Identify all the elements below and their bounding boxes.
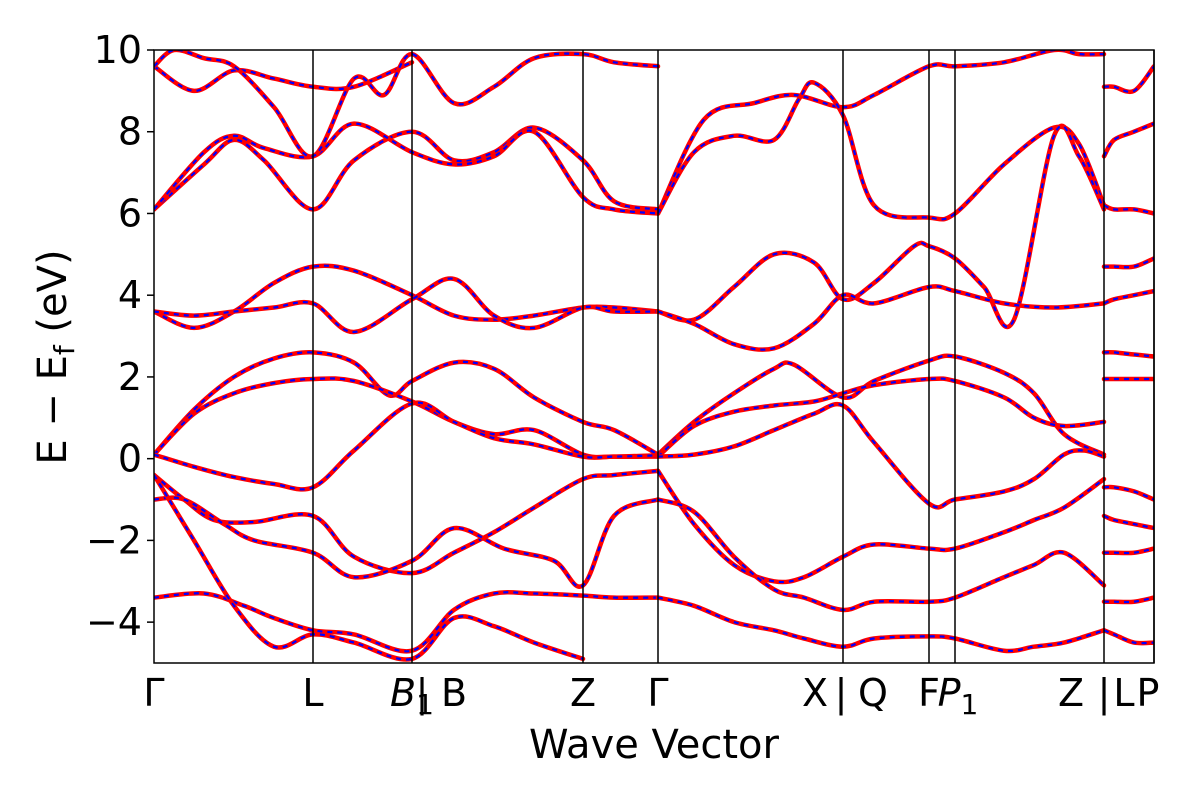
band-35-dashed bbox=[1103, 629, 1154, 645]
x-tick-label: | bbox=[416, 671, 429, 716]
band-17-dashed bbox=[657, 285, 1105, 351]
band-35 bbox=[1101, 628, 1154, 646]
band-18-solid bbox=[655, 353, 1107, 457]
band-28 bbox=[1101, 288, 1154, 306]
band-19 bbox=[655, 376, 1107, 459]
x-tick-label: | bbox=[835, 671, 848, 716]
band-20 bbox=[655, 401, 1107, 510]
band-34 bbox=[1101, 595, 1154, 605]
band-33 bbox=[1101, 546, 1154, 556]
y-axis-label-unit: (eV) bbox=[30, 249, 76, 345]
band-29 bbox=[1101, 350, 1154, 359]
x-axis-label: Wave Vector bbox=[529, 722, 780, 768]
band-24 bbox=[1101, 64, 1154, 95]
band-33-dashed bbox=[1104, 547, 1154, 555]
y-axis-label: E − Ef (eV) bbox=[30, 249, 81, 464]
band-7 bbox=[154, 350, 661, 457]
band-17 bbox=[655, 284, 1107, 352]
y-tick-label: 4 bbox=[118, 273, 142, 317]
band-13-solid bbox=[154, 472, 586, 662]
x-tick-label: L bbox=[1113, 671, 1134, 715]
band-26-dashed bbox=[1103, 204, 1154, 215]
band-14-solid bbox=[655, 50, 1107, 216]
band-29-dashed bbox=[1103, 351, 1154, 358]
band-7-dashed bbox=[154, 351, 659, 456]
y-tick-label: −4 bbox=[86, 600, 142, 644]
band-25-dashed bbox=[1103, 122, 1154, 157]
band-23-dashed bbox=[657, 596, 1105, 653]
band-23 bbox=[655, 595, 1107, 654]
band-31-dashed bbox=[1103, 485, 1154, 501]
x-tick-label: Z bbox=[1058, 671, 1084, 715]
x-tick-label: P bbox=[1137, 671, 1160, 715]
x-axis-ticks: Γ L B1| B Z Γ X | Q FP1 Z | L P bbox=[143, 671, 1159, 721]
band-27 bbox=[1101, 256, 1154, 270]
band-21-dashed bbox=[657, 470, 1105, 584]
x-tick-label: | bbox=[1098, 671, 1111, 716]
y-tick-label: 10 bbox=[94, 28, 142, 72]
band-6-dashed bbox=[154, 277, 659, 334]
band-13-dashed bbox=[154, 474, 584, 661]
x-tick-label: F bbox=[918, 671, 940, 715]
y-tick-label: −2 bbox=[86, 518, 142, 562]
y-tick-label: 2 bbox=[118, 355, 142, 399]
band-24-solid bbox=[1101, 64, 1154, 95]
band-27-dashed bbox=[1103, 257, 1154, 269]
y-tick-label: 6 bbox=[118, 191, 142, 235]
band-22-dashed bbox=[657, 498, 1105, 612]
x-tick-label: X bbox=[802, 671, 828, 715]
band-20-dashed bbox=[657, 403, 1105, 509]
band-lines bbox=[154, 50, 1154, 662]
x-tick-label: B1 bbox=[390, 671, 434, 721]
band-13 bbox=[154, 472, 586, 662]
band-34-dashed bbox=[1104, 596, 1154, 604]
x-tick-label: Z bbox=[570, 671, 596, 715]
band-35-solid bbox=[1101, 628, 1154, 646]
band-16-dashed bbox=[657, 124, 1105, 329]
y-axis-label-sub: f bbox=[48, 344, 81, 355]
band-24-dashed bbox=[1103, 65, 1154, 93]
band-32-dashed bbox=[1103, 514, 1154, 530]
band-8-dashed bbox=[154, 377, 659, 459]
band-32 bbox=[1101, 513, 1154, 531]
x-tick-label: B bbox=[441, 671, 467, 715]
band-18-dashed bbox=[657, 354, 1105, 456]
band-4-dashed bbox=[154, 50, 659, 158]
band-19-solid bbox=[655, 376, 1107, 459]
band-15 bbox=[655, 80, 1107, 222]
x-tick-label: Γ bbox=[143, 671, 164, 715]
x-tick-label: L bbox=[302, 671, 323, 715]
band-3-dashed bbox=[154, 61, 413, 93]
band-14 bbox=[655, 50, 1107, 216]
y-axis-label-main: E − E bbox=[30, 355, 76, 465]
band-25 bbox=[1101, 121, 1154, 159]
band-22 bbox=[655, 497, 1107, 613]
y-tick-label: 8 bbox=[118, 110, 142, 154]
plot-frame bbox=[153, 49, 1155, 664]
band-4 bbox=[154, 50, 661, 159]
x-tick-label: Γ bbox=[647, 671, 668, 715]
x-tick-label: Q bbox=[858, 671, 888, 715]
band-15-solid bbox=[655, 80, 1107, 222]
band-12-dashed bbox=[154, 591, 659, 653]
y-tick-label: 0 bbox=[118, 437, 142, 481]
band-16-solid bbox=[655, 123, 1107, 330]
band-18 bbox=[655, 353, 1107, 457]
band-28-dashed bbox=[1103, 290, 1154, 305]
band-3 bbox=[154, 60, 415, 94]
band-19-dashed bbox=[657, 377, 1105, 458]
band-15-dashed bbox=[657, 81, 1106, 221]
band-25-solid bbox=[1101, 121, 1154, 159]
band-31-solid bbox=[1101, 484, 1154, 502]
band-14-dashed bbox=[657, 50, 1105, 214]
band-21 bbox=[655, 468, 1107, 585]
y-axis-ticks: −4 −2 0 2 4 6 8 10 bbox=[86, 28, 154, 644]
band-16 bbox=[655, 123, 1107, 330]
band-23-solid bbox=[655, 595, 1107, 654]
band-26 bbox=[1101, 203, 1154, 216]
x-tick-label: P1 bbox=[938, 671, 979, 721]
band-31 bbox=[1101, 484, 1154, 502]
